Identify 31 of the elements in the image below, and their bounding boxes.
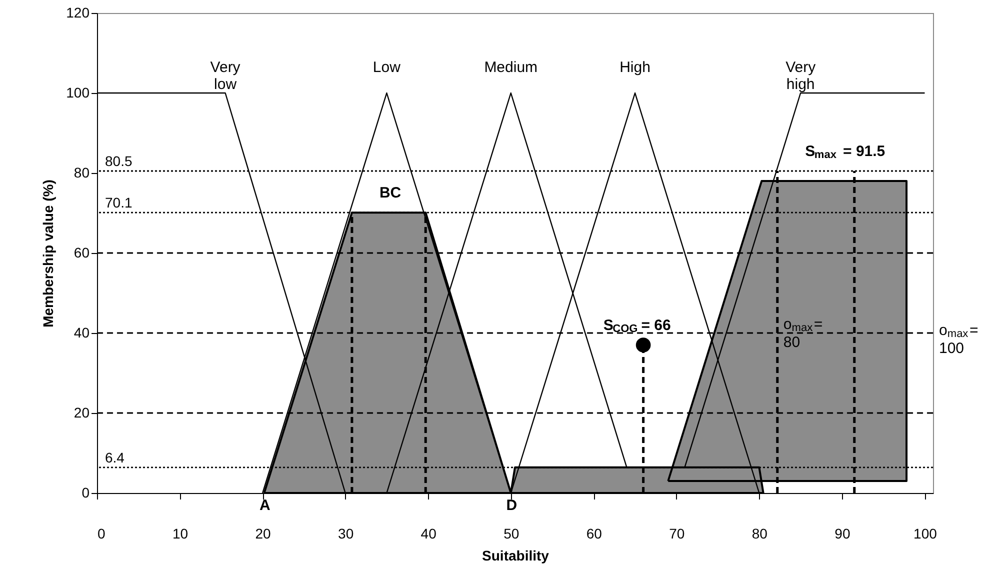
y-tick-label: 60	[74, 244, 90, 260]
x-tick-label: 70	[669, 526, 685, 542]
ref-line-label: 80.5	[105, 153, 132, 169]
y-tick-label: 80	[74, 164, 90, 180]
x-tick-label: 90	[834, 526, 850, 542]
x-tick-label: 20	[255, 526, 272, 542]
series-label: High	[620, 59, 650, 76]
x-tick-label: 60	[586, 526, 602, 542]
series-label: Very high	[786, 59, 816, 93]
x-tick-label: 50	[504, 526, 520, 542]
x-axis-title: Suitability	[482, 548, 550, 564]
series-label: Very low	[210, 59, 241, 93]
ref-line-label: 6.4	[105, 449, 125, 466]
ref-line-label: 70.1	[105, 194, 132, 211]
y-axis-title: Membership value (%)	[40, 180, 56, 328]
y-tick-label: 40	[74, 324, 90, 340]
x-tick-label: 10	[172, 526, 188, 542]
x-tick-label: 40	[420, 526, 437, 542]
series-label: Medium	[484, 59, 538, 76]
y-tick-label: 120	[66, 4, 90, 20]
x-tick-label: 100	[914, 526, 938, 542]
y-tick-label: 0	[82, 484, 90, 500]
x-tick-label: 30	[338, 526, 354, 542]
y-tick-label: 100	[66, 84, 90, 100]
series-label: Low	[372, 59, 401, 76]
x-tick-label: 0	[98, 526, 106, 542]
annotation: BC	[379, 184, 402, 202]
x-tick-label: 80	[752, 526, 768, 542]
annotation: A	[260, 497, 271, 514]
annotation: D	[506, 497, 518, 514]
y-tick-label: 20	[74, 404, 90, 420]
